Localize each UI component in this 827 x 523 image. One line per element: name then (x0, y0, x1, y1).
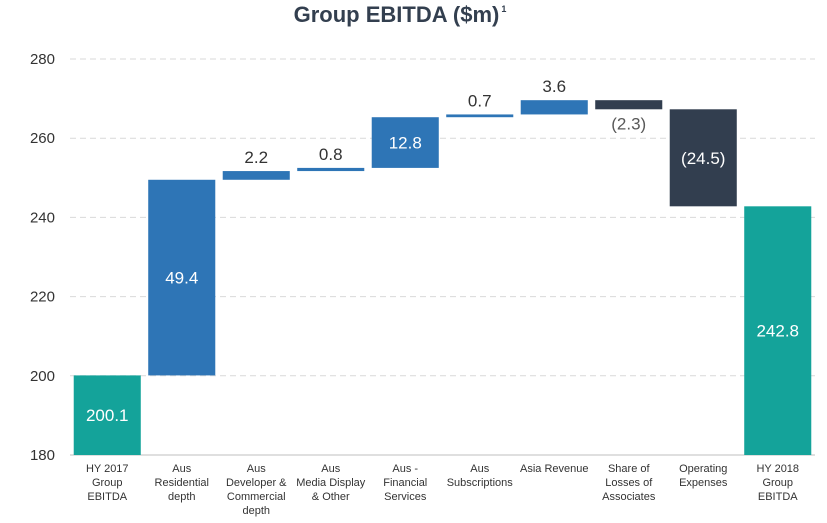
bar-increase (222, 171, 290, 180)
bar-total (73, 375, 141, 455)
x-category-line: Group (92, 477, 123, 489)
bar-increase (371, 117, 439, 168)
bar-increase (297, 167, 365, 172)
x-category-label: Aus - Financial Services (383, 463, 427, 503)
x-category-line: Aus (247, 463, 266, 475)
x-category-line: depth (242, 505, 270, 517)
x-category-line: Group (762, 477, 793, 489)
x-category-line: Aus (470, 463, 489, 475)
data-label: 200.1 (86, 406, 129, 425)
x-category-line: Media Display (296, 477, 366, 489)
x-category-line: EBITDA (87, 491, 127, 503)
y-tick-label: 180 (30, 447, 55, 464)
data-label: 242.8 (756, 322, 799, 341)
x-category-line: Expenses (679, 477, 728, 489)
bar-decrease (669, 109, 737, 207)
bars-layer (73, 100, 812, 455)
x-category-line: depth (168, 491, 196, 503)
x-category-line: Share of (608, 463, 651, 475)
x-category-label: Aus Media Display & Other (296, 463, 366, 503)
data-label: 2.2 (244, 148, 268, 167)
data-label: 12.8 (389, 134, 422, 153)
x-category-line: Financial (383, 477, 427, 489)
bar-increase (148, 179, 216, 376)
bar-increase (446, 114, 514, 118)
x-category-label: Asia Revenue (520, 463, 589, 475)
data-label: 0.7 (468, 91, 492, 110)
y-axis-ticks: 180 200 220 240 260 280 (30, 51, 55, 464)
x-category-line: Asia Revenue (520, 463, 589, 475)
x-category-line: Associates (602, 491, 656, 503)
bar-total (744, 206, 812, 455)
x-category-line: Aus (321, 463, 340, 475)
x-category-line: & Other (312, 491, 350, 503)
x-category-line: EBITDA (758, 491, 798, 503)
chart-title-superscript: 1 (501, 4, 506, 14)
y-tick-label: 200 (30, 368, 55, 385)
data-label: (24.5) (681, 149, 725, 168)
chart-title-text: Group EBITDA ($m) (294, 2, 500, 27)
x-category-line: Services (384, 491, 427, 503)
x-category-line: Aus - (392, 463, 418, 475)
x-category-label: Aus Residential depth (155, 463, 209, 503)
x-category-label: HY 2018 Group EBITDA (756, 463, 799, 503)
x-category-line: Aus (172, 463, 191, 475)
x-category-line: Commercial (227, 491, 286, 503)
x-category-line: Subscriptions (447, 477, 514, 489)
x-category-line: Developer & (226, 477, 287, 489)
data-label: 49.4 (165, 269, 198, 288)
y-tick-label: 280 (30, 51, 55, 68)
data-label: (2.3) (611, 114, 646, 133)
x-category-line: Operating (679, 463, 727, 475)
x-category-line: HY 2018 (756, 463, 799, 475)
x-category-line: Residential (155, 477, 209, 489)
x-category-line: Losses of (605, 477, 653, 489)
chart-title: Group EBITDA ($m) 1 (294, 2, 507, 27)
x-category-label: Operating Expenses (679, 463, 728, 489)
x-category-label: Aus Developer & Commercial depth (226, 463, 287, 517)
x-category-label: Aus Subscriptions (447, 463, 514, 489)
y-tick-label: 260 (30, 130, 55, 147)
y-tick-label: 220 (30, 289, 55, 306)
x-category-label: Share of Losses of Associates (602, 463, 656, 503)
x-category-line: HY 2017 (86, 463, 129, 475)
data-label: 0.8 (319, 145, 343, 164)
bar-decrease (595, 100, 663, 110)
data-label: 3.6 (542, 77, 566, 96)
data-labels-layer: 200.1 49.4 2.2 0.8 12.8 0.7 3.6 (2.3) (24.5) 242.… (86, 77, 799, 425)
x-category-label: HY 2017 Group EBITDA (86, 463, 129, 503)
bar-increase (520, 100, 588, 115)
y-tick-label: 240 (30, 209, 55, 226)
